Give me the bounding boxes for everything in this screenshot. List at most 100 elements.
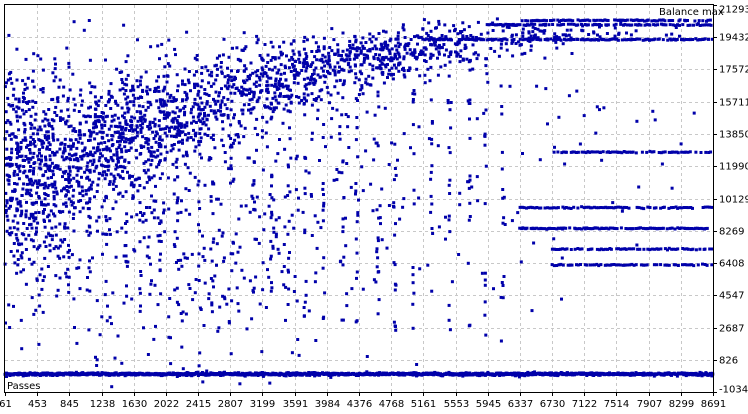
data-point bbox=[140, 76, 143, 79]
data-point bbox=[44, 226, 47, 229]
data-point bbox=[154, 185, 157, 188]
data-point bbox=[122, 87, 125, 90]
data-point bbox=[228, 134, 231, 137]
data-point bbox=[111, 115, 114, 118]
data-point bbox=[373, 138, 376, 141]
data-point bbox=[32, 152, 35, 155]
data-point bbox=[126, 171, 129, 174]
data-point bbox=[88, 187, 91, 190]
data-point bbox=[220, 139, 223, 142]
data-point bbox=[693, 20, 696, 23]
data-point bbox=[68, 66, 71, 69]
data-point bbox=[115, 185, 118, 188]
data-point bbox=[254, 276, 257, 279]
data-point bbox=[37, 246, 40, 249]
data-point bbox=[110, 125, 113, 128]
data-point bbox=[404, 36, 407, 39]
data-point bbox=[312, 35, 315, 38]
data-point bbox=[96, 115, 99, 118]
data-point bbox=[108, 128, 111, 131]
data-point bbox=[29, 122, 32, 125]
data-point bbox=[296, 338, 299, 341]
data-point bbox=[463, 28, 466, 31]
data-point bbox=[163, 209, 166, 212]
data-point bbox=[149, 263, 152, 266]
data-point bbox=[213, 146, 216, 149]
data-point bbox=[448, 30, 451, 33]
data-point bbox=[234, 262, 237, 265]
data-point bbox=[152, 338, 155, 341]
data-point bbox=[241, 112, 244, 115]
data-point bbox=[263, 212, 266, 215]
data-point bbox=[305, 66, 308, 69]
data-point bbox=[270, 41, 273, 44]
data-point bbox=[242, 49, 245, 52]
data-point bbox=[659, 247, 662, 250]
data-point bbox=[261, 116, 264, 119]
data-point bbox=[222, 96, 225, 99]
data-point bbox=[378, 32, 381, 35]
data-point bbox=[526, 227, 529, 230]
data-point bbox=[233, 92, 236, 95]
data-point bbox=[464, 47, 467, 50]
data-point bbox=[317, 109, 320, 112]
data-point bbox=[62, 86, 65, 89]
data-point bbox=[105, 146, 108, 149]
data-point bbox=[620, 226, 623, 229]
data-point bbox=[190, 122, 193, 125]
data-point bbox=[260, 89, 263, 92]
data-point bbox=[199, 307, 202, 310]
data-point bbox=[692, 24, 695, 27]
data-point bbox=[162, 201, 165, 204]
data-point bbox=[192, 105, 195, 108]
data-point bbox=[63, 146, 66, 149]
data-point bbox=[132, 104, 135, 107]
data-point bbox=[60, 110, 63, 113]
data-point bbox=[216, 68, 219, 71]
data-point bbox=[555, 47, 558, 50]
data-point bbox=[35, 192, 38, 195]
data-point bbox=[13, 170, 16, 173]
data-point bbox=[435, 47, 438, 50]
data-point bbox=[29, 165, 32, 168]
data-point bbox=[235, 46, 238, 49]
data-point bbox=[284, 65, 287, 68]
data-point bbox=[250, 317, 253, 320]
data-point bbox=[454, 50, 457, 53]
data-point bbox=[230, 167, 233, 170]
data-point bbox=[181, 142, 184, 145]
data-point bbox=[140, 96, 143, 99]
data-point bbox=[226, 107, 229, 110]
data-point bbox=[218, 91, 221, 94]
data-point bbox=[253, 91, 256, 94]
data-point bbox=[52, 133, 55, 136]
data-point bbox=[471, 37, 474, 40]
data-point bbox=[124, 119, 127, 122]
data-point bbox=[203, 88, 206, 91]
data-point bbox=[90, 184, 93, 187]
data-point bbox=[85, 202, 88, 205]
data-point bbox=[259, 303, 262, 306]
data-point bbox=[70, 200, 73, 203]
data-point bbox=[135, 213, 138, 216]
data-point bbox=[277, 248, 280, 251]
data-point bbox=[48, 168, 51, 171]
data-point bbox=[246, 89, 249, 92]
data-point bbox=[9, 205, 12, 208]
data-point bbox=[132, 185, 135, 188]
data-point bbox=[286, 194, 289, 197]
data-point bbox=[67, 115, 70, 118]
data-point bbox=[13, 182, 16, 185]
data-point bbox=[16, 250, 19, 253]
data-point bbox=[492, 29, 495, 32]
data-point bbox=[532, 37, 535, 40]
data-point bbox=[105, 219, 108, 222]
data-point bbox=[498, 55, 501, 58]
data-point bbox=[305, 88, 308, 91]
data-point bbox=[549, 38, 552, 41]
data-point bbox=[469, 137, 472, 140]
data-point bbox=[27, 234, 30, 237]
data-point bbox=[159, 153, 162, 156]
data-point bbox=[200, 72, 203, 75]
data-point bbox=[551, 23, 554, 26]
